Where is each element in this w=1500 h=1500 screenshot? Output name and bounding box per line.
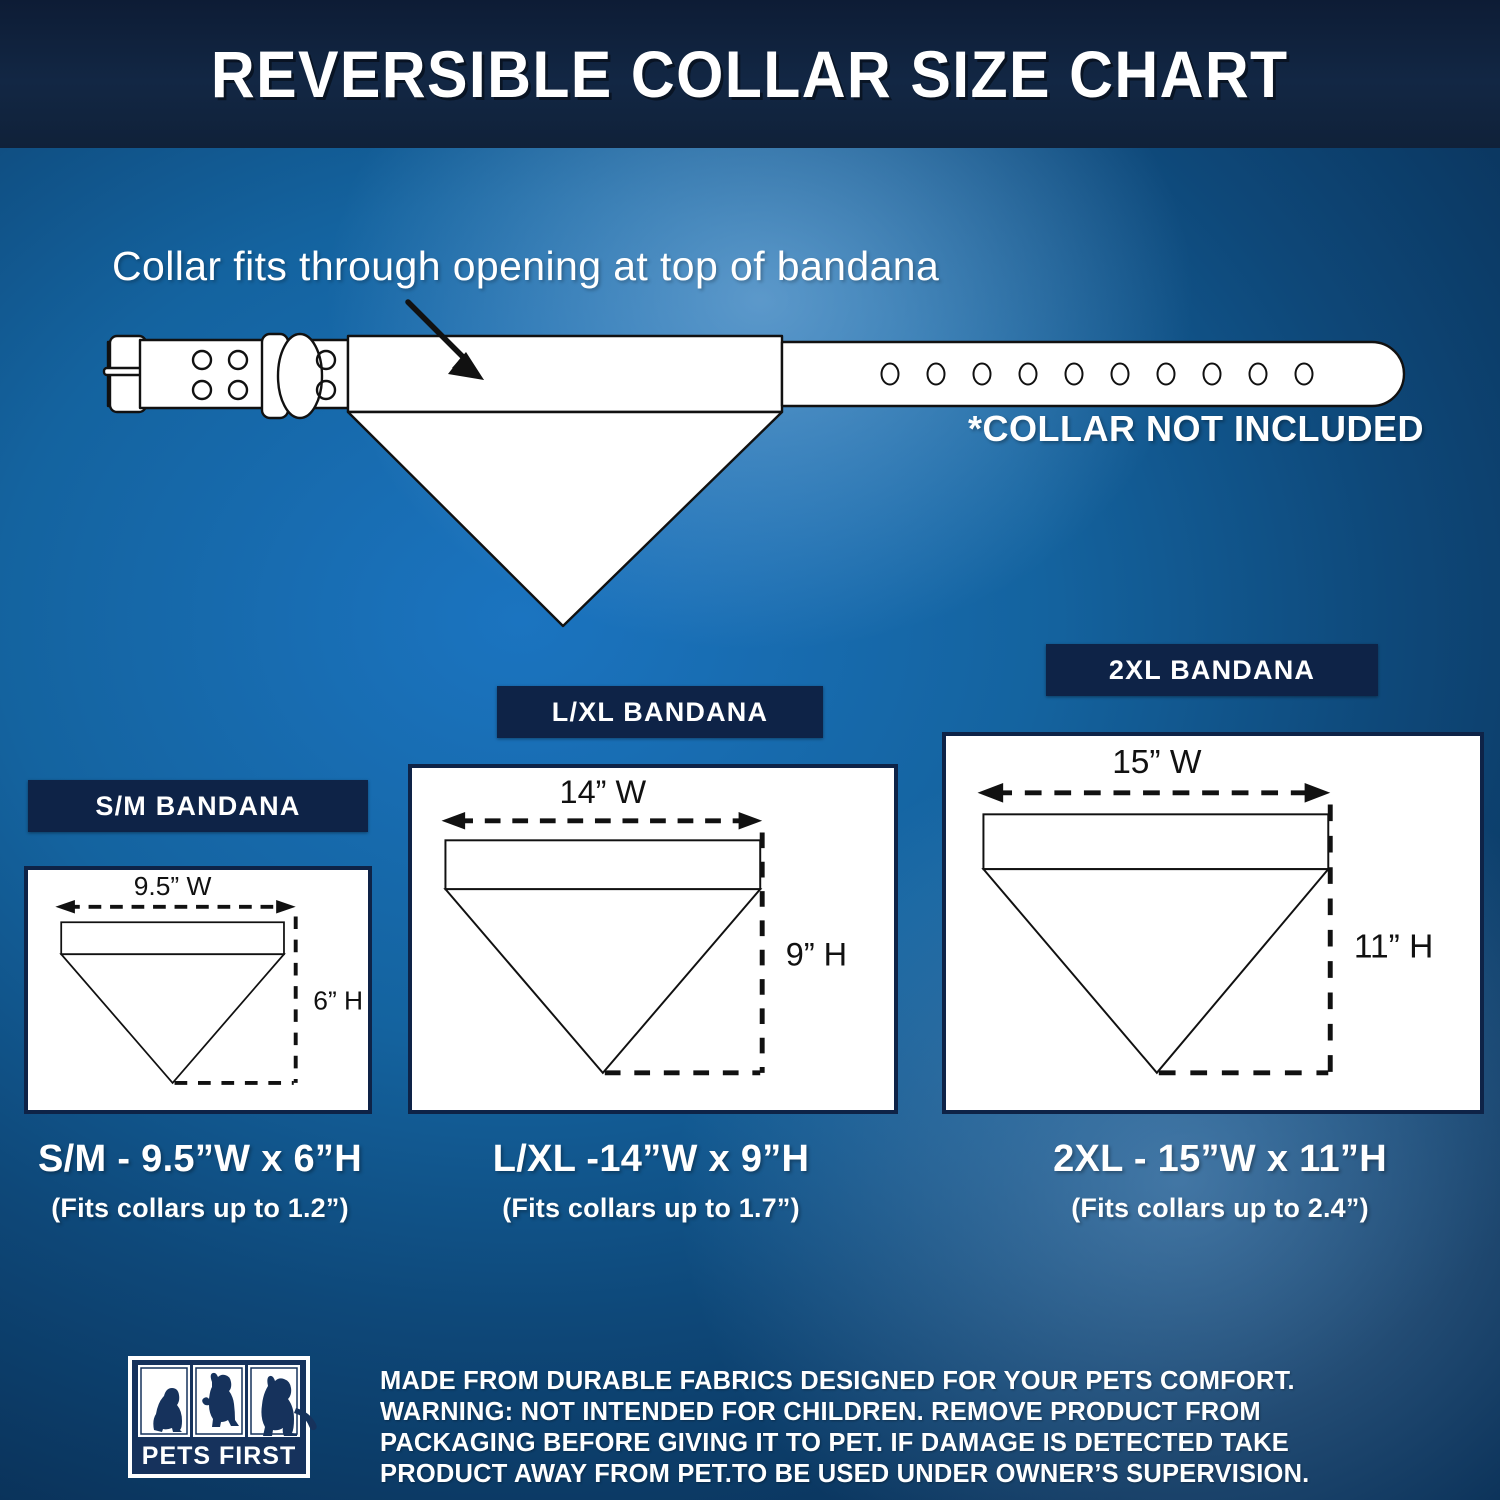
caption-2xl: 2XL - 15”W x 11”H (Fits collars up to 2.… [1000, 1138, 1440, 1224]
xxl-width-label: 15” W [1112, 744, 1202, 781]
pointer-arrow-icon [405, 299, 484, 380]
collar-instruction-text: Collar fits through opening at top of ba… [112, 243, 940, 289]
pets-first-logo: PETS FIRST [128, 1356, 317, 1478]
xxl-width-arrow-right [1304, 782, 1331, 803]
lxl-height-label: 9” H [786, 936, 847, 972]
header-band: REVERSIBLE COLLAR SIZE CHART [0, 0, 1500, 148]
legal-line-3: PACKAGING BEFORE GIVING IT TO PET. IF DA… [380, 1429, 1290, 1457]
xxl-bandana-triangle [981, 868, 1331, 1075]
lxl-width-label: 14” W [560, 774, 647, 810]
sm-width-arrow-right [276, 900, 296, 914]
size-badge-sm: S/M BANDANA [28, 780, 368, 832]
dog-tail [294, 1408, 317, 1431]
size-badge-2xl: 2XL BANDANA [1046, 644, 1378, 696]
caption-sm-sub: (Fits collars up to 1.2”) [51, 1193, 349, 1223]
size-card-lxl: 14” W 9” H [408, 764, 898, 1114]
collar-adjustment-holes [880, 362, 1314, 386]
lxl-bandana-triangle [443, 888, 763, 1075]
xxl-width-arrow-left [977, 782, 1004, 803]
collar-buckle-holes [191, 349, 337, 401]
pets-first-wordmark: PETS FIRST [142, 1442, 296, 1470]
caption-2xl-sub: (Fits collars up to 2.4”) [1071, 1193, 1369, 1223]
lxl-width-arrow-right [738, 811, 763, 830]
caption-2xl-main: 2XL - 15”W x 11”H [1053, 1138, 1387, 1180]
sm-height-label: 6” H [313, 985, 363, 1015]
sm-width-label: 9.5” W [134, 871, 212, 901]
size-card-sm: 9.5” W 6” H [24, 866, 372, 1114]
size-badge-2xl-label: 2XL BANDANA [1108, 654, 1316, 685]
dog-silhouette-2 [202, 1372, 239, 1427]
size-badge-sm-label: S/M BANDANA [95, 790, 301, 821]
lxl-width-arrow-left [441, 811, 466, 830]
collar-dring-ring [276, 332, 324, 420]
legal-line-2: WARNING: NOT INTENDED FOR CHILDREN. REMO… [380, 1398, 1261, 1426]
dog-silhouette-3 [261, 1375, 297, 1436]
legal-disclaimer: MADE FROM DURABLE FABRICS DESIGNED FOR Y… [380, 1366, 1400, 1490]
sm-width-arrow-left [55, 900, 75, 914]
bandana-triangle [346, 410, 784, 628]
sm-bandana-sleeve [60, 921, 285, 956]
caption-sm-main: S/M - 9.5”W x 6”H [38, 1138, 362, 1180]
legal-line-4: PRODUCT AWAY FROM PET.TO BE USED UNDER O… [380, 1460, 1310, 1488]
size-badge-lxl-label: L/XL BANDANA [551, 696, 769, 727]
collar-bandana-illustration [102, 299, 1406, 628]
xxl-bandana-sleeve [982, 813, 1330, 871]
caption-sm: S/M - 9.5”W x 6”H (Fits collars up to 1.… [0, 1138, 400, 1224]
caption-lxl-main: L/XL -14”W x 9”H [492, 1138, 810, 1180]
collar-strap-right [780, 340, 1406, 408]
caption-lxl-sub: (Fits collars up to 1.7”) [502, 1193, 800, 1223]
bandana-sleeve [346, 334, 784, 414]
lxl-bandana-sleeve [444, 839, 762, 891]
page-title: REVERSIBLE COLLAR SIZE CHART [211, 37, 1289, 111]
dog-silhouette-1 [153, 1388, 182, 1432]
collar-not-included-note: *COLLAR NOT INCLUDED [968, 408, 1424, 449]
size-card-2xl: 15” W 11” H [942, 732, 1484, 1114]
sm-bandana-triangle [59, 953, 286, 1085]
size-badge-lxl: L/XL BANDANA [497, 686, 823, 738]
legal-line-1: MADE FROM DURABLE FABRICS DESIGNED FOR Y… [380, 1367, 1295, 1395]
caption-lxl: L/XL -14”W x 9”H (Fits collars up to 1.7… [448, 1138, 854, 1224]
xxl-height-label: 11” H [1354, 928, 1433, 965]
